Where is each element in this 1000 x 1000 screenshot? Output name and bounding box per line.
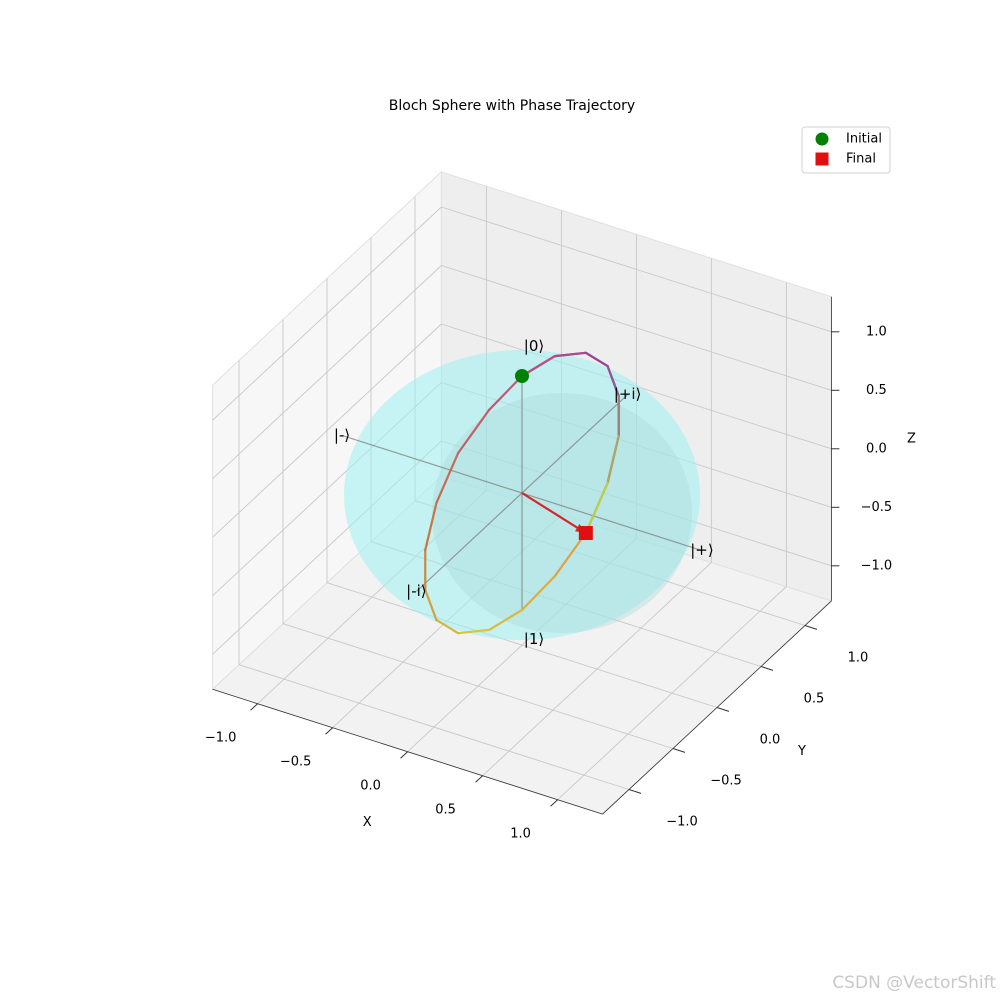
legend-marker — [815, 132, 829, 146]
point — [578, 526, 593, 541]
trajectory-segment — [487, 374, 524, 412]
legend-label: Final — [846, 152, 876, 167]
trajectory-segment — [584, 351, 609, 368]
y-tick — [672, 748, 686, 753]
z-tick-label: 0.0 — [866, 441, 887, 456]
grid-line — [282, 623, 674, 749]
sphere-shade — [432, 393, 692, 633]
y-tick-label: 0.0 — [760, 732, 781, 747]
trajectory-segment — [606, 434, 620, 485]
x-tick-label: −0.5 — [280, 755, 312, 770]
state-label: |-i⟩ — [406, 582, 427, 600]
grid-line — [441, 265, 832, 391]
y-tick-label: 0.5 — [804, 691, 825, 706]
y-tick — [804, 625, 818, 630]
x-tick — [550, 799, 558, 807]
trajectory-segment — [487, 608, 524, 632]
x-tick-label: 0.5 — [435, 803, 456, 818]
y-axis-label: Y — [797, 744, 806, 759]
x-tick — [475, 775, 483, 783]
y-tick — [628, 789, 642, 794]
state-label: |0⟩ — [524, 337, 544, 355]
legend-label: Initial — [846, 132, 882, 147]
z-axis-label: Z — [907, 431, 916, 446]
y-tick-label: −1.0 — [666, 814, 698, 829]
x-axis-label: X — [363, 815, 372, 830]
trajectory-segment — [553, 531, 587, 578]
chart-title: Bloch Sphere with Phase Trajectory — [389, 98, 635, 114]
trajectory-segment — [584, 481, 609, 535]
state-label: |+⟩ — [690, 541, 713, 559]
x-tick-label: −1.0 — [205, 731, 237, 746]
trajectory-segment — [606, 364, 620, 398]
point — [515, 369, 529, 383]
state-vector — [521, 492, 587, 534]
x-tick — [325, 727, 333, 735]
trajectory-segment — [457, 408, 491, 455]
z-tick-label: −0.5 — [861, 500, 893, 515]
trajectory-segment — [520, 574, 557, 612]
y-tick-label: −0.5 — [710, 773, 742, 788]
state-label: |-⟩ — [334, 426, 350, 444]
x-axis — [212, 688, 603, 815]
grid-line — [212, 265, 442, 480]
z-tick-label: −1.0 — [861, 558, 893, 573]
y-tick — [716, 707, 730, 712]
x-tick — [250, 703, 258, 711]
watermark: CSDN @VectorShift — [832, 973, 996, 993]
y-tick-label: 1.0 — [848, 650, 869, 665]
state-label: |1⟩ — [524, 630, 544, 648]
z-tick-label: 0.5 — [866, 383, 887, 398]
state-label: |+i⟩ — [614, 385, 642, 403]
grid-line — [238, 664, 630, 790]
grid-line — [212, 323, 442, 538]
trajectory-segment — [424, 588, 438, 622]
trajectory-segment — [553, 351, 587, 358]
x-tick-label: 1.0 — [510, 827, 531, 842]
y-tick — [760, 666, 774, 671]
grid-line — [212, 206, 442, 421]
x-tick — [400, 751, 408, 759]
grid-line — [441, 206, 832, 333]
trajectory-segment — [457, 628, 491, 635]
trajectory-segment — [424, 501, 438, 552]
x-tick-label: 0.0 — [360, 779, 381, 794]
grid-line — [326, 582, 718, 708]
trajectory-segment — [435, 618, 460, 635]
legend-marker — [815, 152, 829, 166]
z-tick-label: 1.0 — [866, 324, 887, 339]
trajectory-segment — [435, 451, 460, 505]
